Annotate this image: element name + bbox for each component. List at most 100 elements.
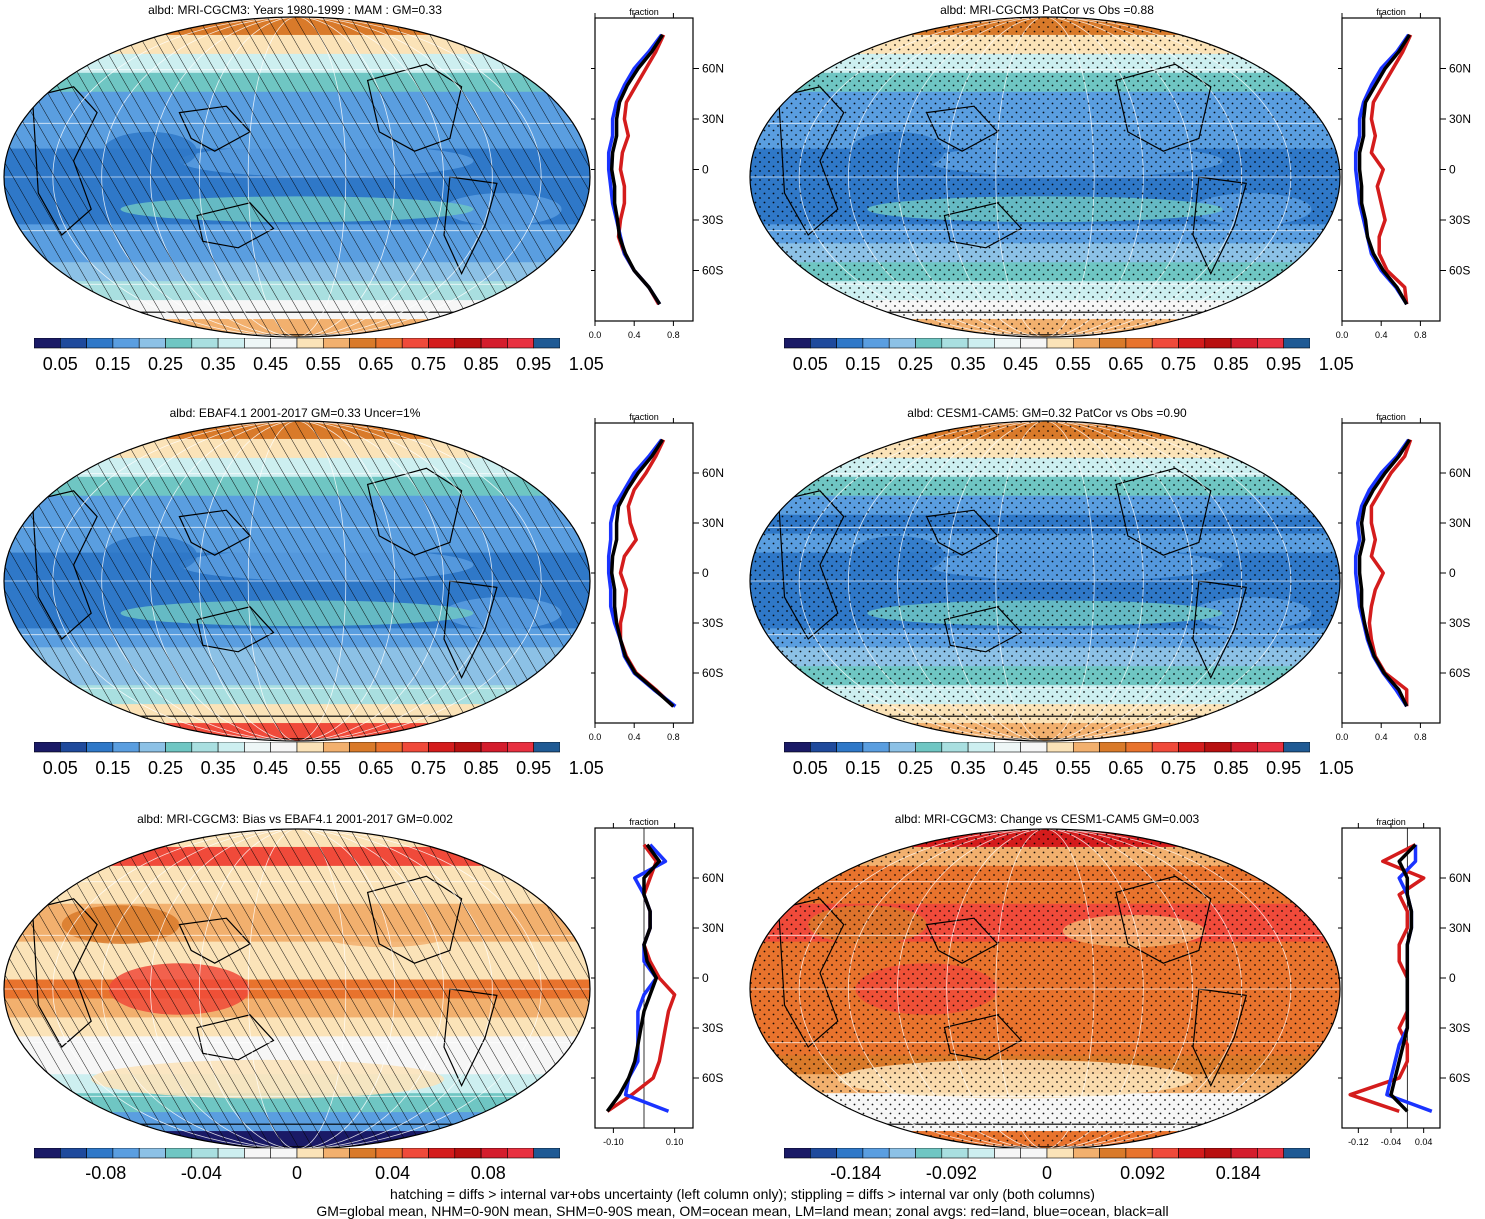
- zonal-mean-plot: fraction 60N 30N 0 30S 60S 0.0 0.4 0.8: [1336, 412, 1471, 742]
- value-tick-label: 0.4: [628, 732, 641, 742]
- zonal-mean-plot: fraction 60N 30N 0 30S 60S 0.0 0.4 0.8: [1336, 7, 1471, 340]
- colorbar-swatch: [217, 742, 245, 753]
- colorbar-swatch: [428, 1148, 456, 1159]
- ocean-zonal-line: [1385, 844, 1433, 1113]
- value-tick-label: 0.0: [1336, 330, 1349, 340]
- value-tick-label: 0.8: [667, 330, 680, 340]
- colorbar-swatch: [454, 1148, 482, 1159]
- colorbar-swatch: [809, 338, 837, 349]
- lat-tick-label: 30N: [702, 921, 724, 935]
- colorbar-label: 0.85: [463, 354, 499, 374]
- colorbar-swatch: [59, 338, 87, 349]
- panel-title: albd: CESM1-CAM5: GM=0.32 PatCor vs Obs …: [907, 406, 1187, 420]
- value-tick-label: 0.4: [628, 330, 641, 340]
- colorbar-swatch: [191, 1148, 219, 1159]
- map-plot: [3, 16, 591, 338]
- colorbar-swatch: [375, 338, 403, 349]
- colorbar-swatch: [507, 742, 534, 753]
- colorbar-swatch: [1151, 338, 1179, 349]
- colorbar-swatch: [1099, 338, 1127, 349]
- lat-tick-label: 60N: [702, 62, 724, 76]
- map-border: [3, 16, 591, 338]
- panel-title: albd: MRI-CGCM3: Years 1980-1999 : MAM :…: [148, 3, 442, 17]
- all-zonal-line: [1357, 438, 1412, 708]
- colorbar-swatch: [270, 742, 298, 753]
- colorbar-swatch: [138, 338, 166, 349]
- colorbar-swatch: [809, 1148, 837, 1159]
- colorbar-label: 0.05: [792, 354, 828, 374]
- colorbar-label: 0.65: [358, 758, 394, 778]
- value-tick-label: 0.8: [1414, 732, 1427, 742]
- colorbar-swatch: [862, 742, 890, 753]
- colorbar-label: 0.092: [1120, 1163, 1166, 1183]
- land-zonal-line: [1369, 34, 1413, 305]
- stippling-overlay: [750, 17, 1340, 337]
- hatching-overlay: [4, 829, 590, 1149]
- colorbar-swatch: [941, 338, 969, 349]
- colorbar-label: 0.04: [375, 1163, 411, 1183]
- colorbar-swatch: [1020, 1148, 1048, 1159]
- lat-tick-label: 30S: [1449, 1021, 1470, 1035]
- all-zonal-line: [1389, 843, 1417, 1113]
- colorbar-label: 0.65: [358, 354, 394, 374]
- colorbar-label: -0.184: [830, 1163, 882, 1183]
- map-plot: [749, 16, 1341, 338]
- colorbar-label: 0.85: [1213, 758, 1249, 778]
- lat-tick-label: 30S: [1449, 616, 1470, 630]
- colorbar-label: 1.05: [568, 354, 604, 374]
- lat-tick-label: 60S: [702, 666, 723, 680]
- colorbar-swatch: [1072, 742, 1100, 753]
- colorbar-swatch: [1020, 338, 1048, 349]
- colorbar-swatch: [270, 1148, 298, 1159]
- colorbar-label: 0.85: [1213, 354, 1249, 374]
- map-plot: [3, 420, 591, 742]
- colorbar-swatch: [507, 338, 534, 349]
- colorbar-swatch: [1125, 338, 1153, 349]
- colorbar-swatch: [941, 1148, 969, 1159]
- colorbar-label: 0.184: [1215, 1163, 1261, 1183]
- colorbar-label: 0.55: [1055, 758, 1091, 778]
- colorbar-label: 0.45: [1003, 758, 1039, 778]
- colorbar-swatch: [165, 338, 193, 349]
- lat-tick-label: 60N: [702, 871, 724, 885]
- map-plot: [749, 420, 1341, 742]
- colorbar-swatch: [349, 338, 377, 349]
- value-tick-label: 0.0: [589, 330, 602, 340]
- colorbar-label: 0.55: [1055, 354, 1091, 374]
- colorbar-swatch: [862, 338, 890, 349]
- colorbar-swatch: [375, 742, 403, 753]
- value-tick-label: -0.04: [1381, 1137, 1402, 1147]
- colorbar-label: -0.08: [85, 1163, 127, 1183]
- colorbar-label: 0.25: [147, 354, 184, 374]
- colorbar-swatch: [809, 742, 837, 753]
- value-tick-label: 0.10: [666, 1137, 684, 1147]
- colorbar-swatch: [784, 1148, 811, 1159]
- map-plot: [749, 828, 1341, 1150]
- colorbar-swatch: [34, 742, 61, 753]
- lat-tick-label: 30S: [1449, 213, 1470, 227]
- lat-tick-label: 60S: [1449, 264, 1470, 278]
- colorbar-label: 0.15: [95, 354, 131, 374]
- colorbar: [784, 1148, 1310, 1159]
- colorbar-swatch: [1020, 742, 1048, 753]
- colorbar-label: 0.35: [950, 354, 986, 374]
- zonal-mean-plot: fraction 60N 30N 0 30S 60S 0.0 0.4 0.8: [589, 7, 724, 340]
- colorbar-swatch: [86, 338, 114, 349]
- colorbar-swatch: [1178, 1148, 1206, 1159]
- lat-tick-label: 30S: [702, 1021, 723, 1035]
- colorbar-label: 0: [1041, 1163, 1052, 1183]
- colorbar-swatch: [322, 1148, 350, 1159]
- colorbar-swatch: [401, 742, 429, 753]
- colorbar-swatch: [836, 742, 864, 753]
- panel-title: albd: MRI-CGCM3: Bias vs EBAF4.1 2001-20…: [137, 812, 453, 826]
- colorbar-label: 0.85: [463, 758, 499, 778]
- colorbar-swatch: [296, 742, 324, 753]
- map-border: [749, 16, 1341, 338]
- colorbar-label: 0.35: [950, 758, 986, 778]
- zonal-title: fraction: [629, 817, 659, 827]
- zonal-mean-plot: fraction 60N 30N 0 30S 60S 0.0 0.4 0.8: [589, 412, 724, 742]
- colorbar-swatch: [480, 338, 508, 349]
- lat-tick-label: 60N: [1449, 62, 1471, 76]
- colorbar-swatch: [888, 742, 916, 753]
- colorbar-swatch: [1125, 1148, 1153, 1159]
